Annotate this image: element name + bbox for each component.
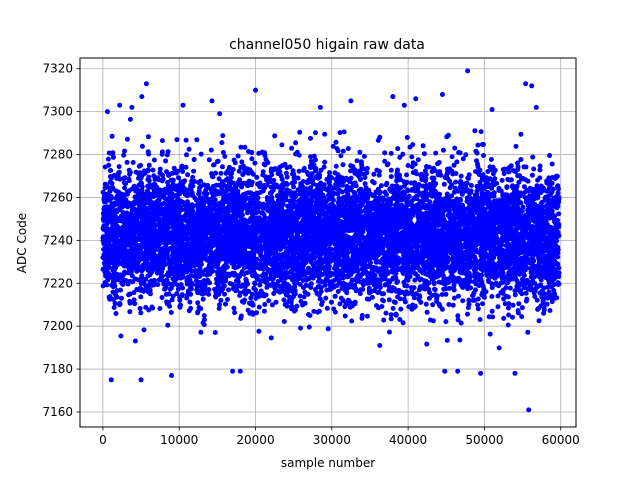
y-tick-label: 7300 xyxy=(42,105,73,119)
scatter-point xyxy=(489,106,495,112)
scatter-point xyxy=(442,368,448,374)
y-tick-label: 7320 xyxy=(42,62,73,76)
scatter-point xyxy=(143,81,149,87)
x-tick-label: 60000 xyxy=(542,433,580,447)
x-tick-label: 20000 xyxy=(236,433,274,447)
plot-frame xyxy=(79,57,577,428)
y-axis-label: ADC Code xyxy=(15,213,29,273)
scatter-point xyxy=(180,102,186,108)
scatter-points-cloud xyxy=(100,116,562,351)
scatter-point xyxy=(138,377,144,383)
scatter-point xyxy=(413,96,419,102)
scatter-point xyxy=(390,94,396,100)
scatter-point xyxy=(209,98,215,104)
x-tick-label: 50000 xyxy=(465,433,503,447)
x-tick-label: 10000 xyxy=(160,433,198,447)
y-tick-label: 7280 xyxy=(42,148,73,162)
scatter-point xyxy=(465,68,471,74)
scatter-point xyxy=(129,104,135,110)
scatter-point xyxy=(217,111,223,117)
x-axis-ticks: 0 10000 20000 30000 40000 50000 60000 xyxy=(99,427,580,447)
data-points xyxy=(100,68,562,413)
scatter-point xyxy=(169,373,175,379)
scatter-point xyxy=(139,94,145,100)
scatter-point xyxy=(104,109,110,115)
scatter-point xyxy=(526,407,532,413)
scatter-point xyxy=(401,102,407,108)
y-axis-ticks: 7160 7180 7200 7220 7240 7260 7280 7300 7320 xyxy=(42,62,80,419)
x-tick-label: 30000 xyxy=(313,433,351,447)
y-tick-label: 7220 xyxy=(42,276,73,290)
chart-title: channel050 higain raw data xyxy=(229,37,425,53)
x-tick-label: 0 xyxy=(99,433,107,447)
scatter-point xyxy=(230,368,236,374)
scatter-point xyxy=(478,370,484,376)
y-tick-label: 7200 xyxy=(42,319,73,333)
scatter-point xyxy=(253,87,259,93)
y-tick-label: 7260 xyxy=(42,190,73,204)
scatter-point xyxy=(348,98,354,104)
scatter-point xyxy=(108,377,114,383)
scatter-point xyxy=(237,368,243,374)
scatter-point xyxy=(439,91,445,97)
scatter-point xyxy=(523,81,529,87)
scatter-point xyxy=(533,104,539,110)
y-tick-label: 7160 xyxy=(42,405,73,419)
scatter-point xyxy=(455,368,461,374)
x-tick-label: 40000 xyxy=(389,433,427,447)
scatter-point xyxy=(117,102,123,108)
y-tick-label: 7240 xyxy=(42,233,73,247)
scatter-point xyxy=(512,370,518,376)
x-axis-label: sample number xyxy=(281,456,375,470)
scatter-point xyxy=(529,83,535,89)
scatter-point xyxy=(317,104,323,110)
y-tick-label: 7180 xyxy=(42,362,73,376)
